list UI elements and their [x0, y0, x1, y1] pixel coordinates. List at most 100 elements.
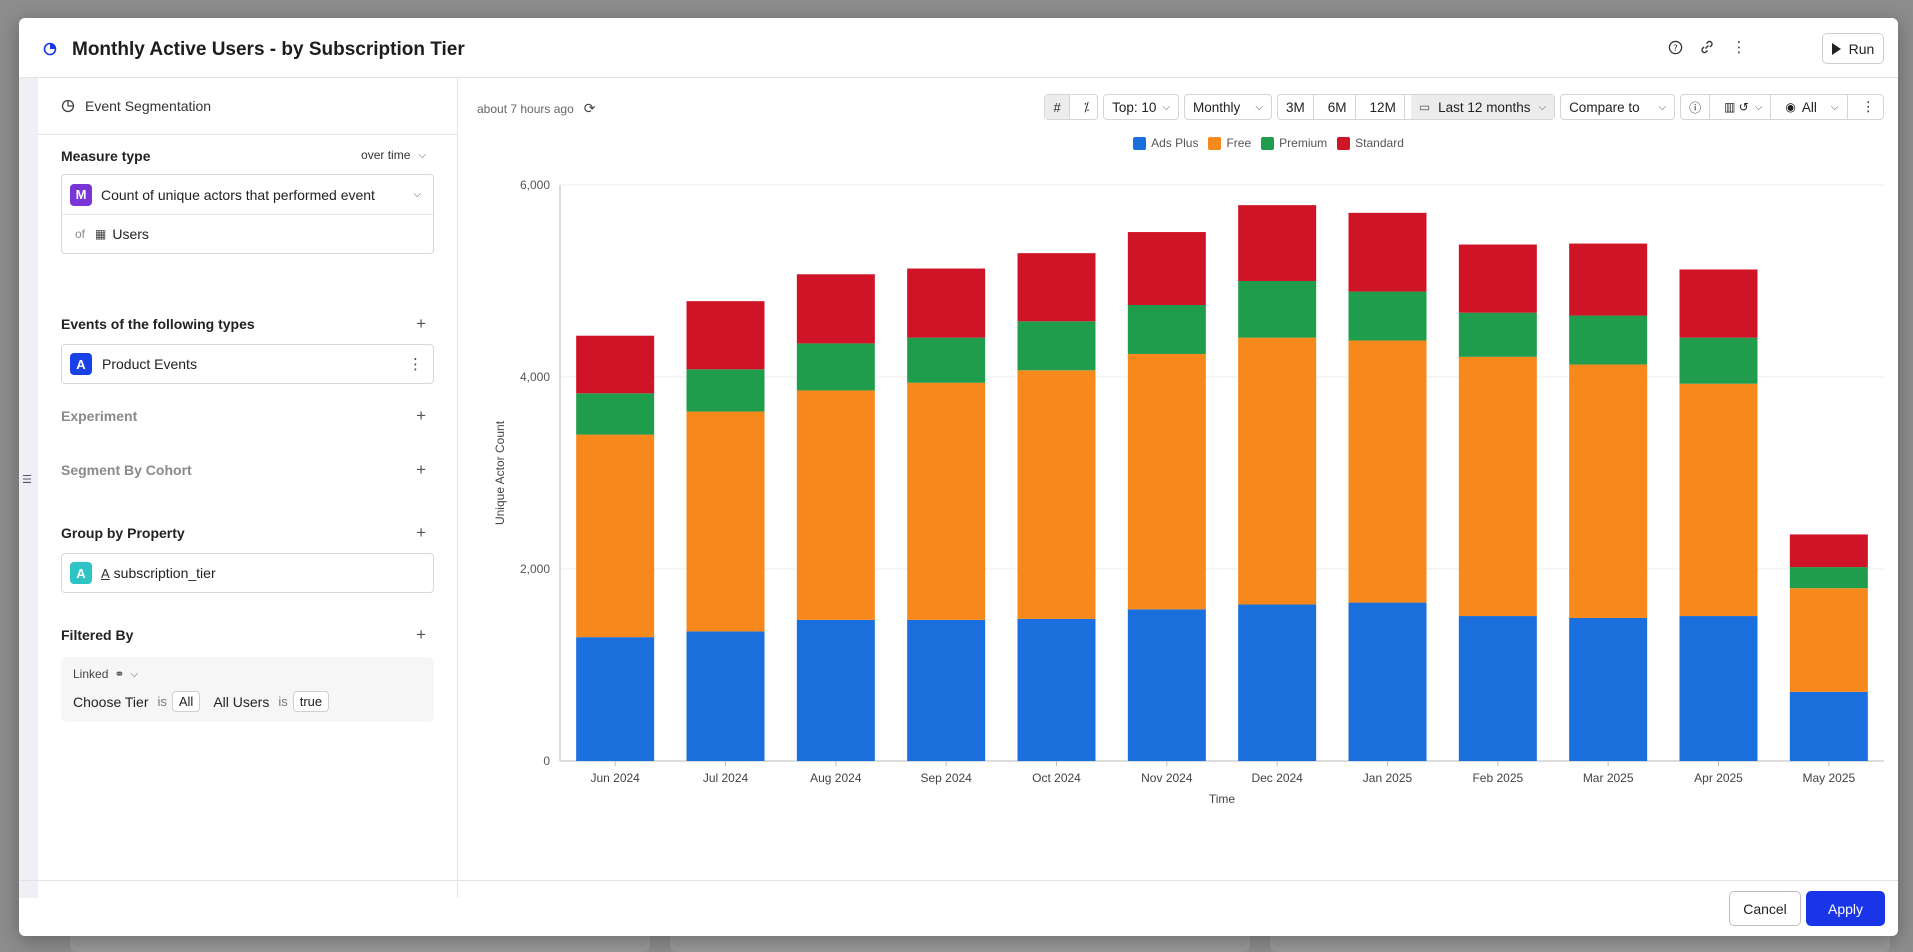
measure-mode-dropdown[interactable]: over time ⌵	[361, 148, 426, 162]
bar-segment[interactable]	[576, 393, 655, 435]
bar-segment[interactable]	[686, 301, 765, 370]
legend-item[interactable]: Ads Plus	[1133, 136, 1198, 150]
percent-format-button[interactable]: ⁒	[1083, 100, 1090, 114]
bar-segment[interactable]	[686, 369, 765, 412]
bar-segment[interactable]	[1458, 356, 1537, 617]
bar-segment[interactable]	[686, 631, 765, 761]
chart-toolbar: # ⁒ Top: 10 ⌵ Monthly ⌵ 3M 6M 12M ▭ Last 1…	[1044, 94, 1884, 120]
bar-segment[interactable]	[1348, 291, 1427, 341]
help-icon[interactable]: ?	[1666, 38, 1684, 56]
more-vertical-icon[interactable]: ⋮	[408, 356, 423, 373]
bar-segment[interactable]	[1238, 337, 1317, 605]
pie-chart-icon	[61, 99, 75, 113]
apply-button[interactable]: Apply	[1806, 891, 1885, 926]
bar-segment[interactable]	[1789, 567, 1868, 589]
filter-field[interactable]: All Users	[213, 693, 270, 710]
bar-segment[interactable]	[1017, 321, 1096, 371]
text-type-icon: A	[101, 565, 110, 581]
bar-segment[interactable]	[796, 343, 875, 391]
refresh-icon[interactable]: ⟳	[583, 100, 596, 116]
measure-value: Count of unique actors that performed ev…	[101, 186, 375, 203]
add-cohort-plus-icon[interactable]: +	[416, 460, 426, 479]
bar-segment[interactable]	[1127, 305, 1206, 354]
bar-segment[interactable]	[1569, 364, 1648, 618]
bar-segment[interactable]	[1238, 205, 1317, 281]
range-6m-button[interactable]: 6M	[1320, 95, 1356, 119]
bar-segment[interactable]	[1569, 315, 1648, 365]
link-icon[interactable]	[1698, 38, 1716, 56]
bar-segment[interactable]	[907, 382, 986, 620]
bar-segment[interactable]	[1238, 604, 1317, 761]
top-n-dropdown[interactable]: Top: 10 ⌵	[1103, 94, 1180, 120]
legend-item[interactable]: Premium	[1261, 136, 1327, 150]
bar-segment[interactable]	[1348, 212, 1427, 292]
measure-select[interactable]: M Count of unique actors that performed …	[62, 175, 433, 215]
last-updated: about 7 hours ago ⟳	[477, 100, 595, 117]
x-tick-label: Dec 2024	[1251, 771, 1303, 785]
filter-value[interactable]: true	[292, 691, 330, 712]
segment-cohort-section[interactable]: Segment By Cohort +	[61, 460, 434, 479]
event-select[interactable]: A Product Events ⋮	[61, 344, 434, 384]
bar-segment[interactable]	[576, 637, 655, 761]
bar-segment[interactable]	[1348, 340, 1427, 603]
compare-dropdown[interactable]: Compare to ⌵	[1560, 94, 1676, 120]
bar-segment[interactable]	[576, 335, 655, 394]
list-icon[interactable]: ☰	[22, 474, 32, 486]
add-filter-plus-icon[interactable]: +	[416, 625, 426, 644]
bar-segment[interactable]	[1458, 616, 1537, 761]
group-by-select[interactable]: A A subscription_tier	[61, 553, 434, 593]
bar-segment[interactable]	[1127, 609, 1206, 761]
filter-value[interactable]: All	[171, 691, 201, 712]
bar-segment[interactable]	[1458, 312, 1537, 357]
experiment-section[interactable]: Experiment +	[61, 406, 434, 425]
chart-type-icon[interactable]: ▥ ↺ ⌵	[1716, 95, 1772, 119]
bar-segment[interactable]	[1127, 232, 1206, 305]
add-experiment-plus-icon[interactable]: +	[416, 406, 426, 425]
cancel-button[interactable]: Cancel	[1729, 891, 1801, 926]
bar-segment[interactable]	[1679, 383, 1758, 617]
linked-toggle[interactable]: Linked ⚭ ⌵	[73, 667, 422, 681]
range-12m-button[interactable]: 12M	[1362, 95, 1405, 119]
visibility-dropdown[interactable]: ◉ All ⌵	[1777, 95, 1848, 119]
interval-dropdown[interactable]: Monthly ⌵	[1184, 94, 1273, 120]
bar-segment[interactable]	[1017, 370, 1096, 619]
bar-segment[interactable]	[1679, 616, 1758, 761]
bar-segment[interactable]	[1017, 253, 1096, 322]
legend-item[interactable]: Standard	[1337, 136, 1404, 150]
bar-segment[interactable]	[1789, 588, 1868, 692]
range-3m-button[interactable]: 3M	[1278, 95, 1314, 119]
add-group-plus-icon[interactable]: +	[416, 523, 426, 542]
bar-segment[interactable]	[1569, 617, 1648, 761]
entity-select[interactable]: of ▦ Users	[62, 215, 433, 253]
bar-segment[interactable]	[1569, 243, 1648, 316]
date-range-dropdown[interactable]: ▭ Last 12 months ⌵	[1410, 95, 1555, 119]
filter-field[interactable]: Choose Tier	[73, 693, 149, 710]
bar-segment[interactable]	[1127, 353, 1206, 610]
add-event-plus-icon[interactable]: +	[416, 314, 426, 333]
bar-segment[interactable]	[907, 268, 986, 338]
run-button[interactable]: Run	[1822, 33, 1884, 64]
number-format-button[interactable]: #	[1045, 95, 1070, 119]
bar-segment[interactable]	[796, 274, 875, 344]
bar-segment[interactable]	[1679, 337, 1758, 384]
of-label: of	[75, 227, 86, 241]
bar-segment[interactable]	[907, 337, 986, 383]
more-vertical-icon[interactable]: ⋮	[1731, 39, 1747, 56]
help-icon[interactable]: ⓘ	[1681, 95, 1711, 119]
bar-segment[interactable]	[796, 390, 875, 620]
bar-segment[interactable]	[1789, 534, 1868, 568]
bar-segment[interactable]	[1017, 618, 1096, 761]
bar-segment[interactable]	[1348, 602, 1427, 761]
bar-segment[interactable]	[796, 619, 875, 761]
bar-segment[interactable]	[576, 434, 655, 638]
bar-segment[interactable]	[1238, 281, 1317, 338]
more-vertical-icon[interactable]: ⋮	[1861, 99, 1876, 114]
run-label: Run	[1848, 40, 1875, 57]
legend-item[interactable]: Free	[1208, 136, 1251, 150]
bar-segment[interactable]	[686, 411, 765, 632]
bar-segment[interactable]	[1679, 269, 1758, 338]
bar-segment[interactable]	[1458, 244, 1537, 313]
bar-segment[interactable]	[907, 619, 986, 761]
collapse-strip[interactable]: ☰	[19, 78, 38, 898]
bar-segment[interactable]	[1789, 691, 1868, 761]
